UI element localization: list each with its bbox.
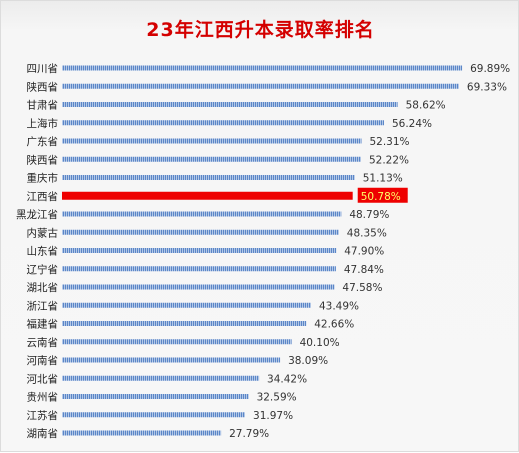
bar xyxy=(62,284,335,290)
category-label: 辽宁省 xyxy=(27,263,59,276)
value-label: 32.59% xyxy=(257,392,297,404)
bar xyxy=(62,412,245,418)
value-label: 69.89% xyxy=(470,63,510,75)
bar xyxy=(62,102,398,107)
bar xyxy=(62,229,339,235)
bar xyxy=(62,175,355,180)
value-label: 38.09% xyxy=(288,355,328,367)
value-label: 34.42% xyxy=(267,373,307,385)
category-label: 河北省 xyxy=(27,372,59,385)
value-label: 47.90% xyxy=(344,246,384,258)
category-label: 重庆市 xyxy=(27,172,59,185)
category-label: 江西省 xyxy=(27,190,59,203)
value-label: 40.10% xyxy=(300,337,340,349)
category-label: 上海市 xyxy=(27,117,59,130)
value-label: 42.66% xyxy=(314,319,354,331)
category-label: 福建省 xyxy=(27,318,59,331)
value-label: 58.62% xyxy=(406,100,446,112)
category-label: 四川省 xyxy=(27,62,59,75)
category-label: 浙江省 xyxy=(27,299,59,312)
category-label: 甘肃省 xyxy=(27,99,59,112)
value-label: 69.33% xyxy=(467,81,507,93)
category-label: 内蒙古 xyxy=(27,226,59,239)
bar xyxy=(62,430,222,436)
bar xyxy=(62,211,342,217)
value-label: 47.84% xyxy=(344,264,384,276)
chart-title: 23年江西升本录取率排名 xyxy=(146,19,375,41)
bar xyxy=(62,65,463,71)
value-label: 47.58% xyxy=(342,282,382,294)
bar xyxy=(62,357,281,363)
category-label: 黑龙江省 xyxy=(16,208,58,221)
value-label: 48.79% xyxy=(349,209,389,221)
bar xyxy=(62,394,249,399)
category-label: 湖北省 xyxy=(27,281,59,294)
bar xyxy=(62,321,307,326)
category-label: 广东省 xyxy=(27,135,59,148)
category-label: 贵州省 xyxy=(27,391,59,404)
bar xyxy=(62,248,337,253)
category-label: 山东省 xyxy=(27,245,59,258)
category-label: 陕西省 xyxy=(27,80,59,93)
value-label: 31.97% xyxy=(253,410,293,422)
value-label: 56.24% xyxy=(392,118,432,130)
value-label: 48.35% xyxy=(347,227,387,239)
category-label: 云南省 xyxy=(27,336,59,349)
value-label: 52.31% xyxy=(369,136,409,148)
category-label: 江苏省 xyxy=(27,409,59,422)
category-label: 陕西省 xyxy=(27,153,59,166)
bar xyxy=(62,120,384,126)
bar xyxy=(62,156,361,162)
bar xyxy=(62,83,459,89)
value-label: 51.13% xyxy=(363,173,403,185)
bar xyxy=(62,266,336,272)
highlight-label-background xyxy=(357,187,408,203)
bar xyxy=(62,302,311,308)
category-label: 湖南省 xyxy=(27,427,59,440)
bar xyxy=(62,375,260,381)
value-label: 50.78% xyxy=(361,191,401,203)
category-label: 河南省 xyxy=(27,354,59,367)
bar xyxy=(62,138,362,144)
highlight-bar xyxy=(62,191,353,200)
value-label: 43.49% xyxy=(319,300,359,312)
bar xyxy=(62,339,292,345)
value-label: 52.22% xyxy=(369,154,409,166)
value-label: 27.79% xyxy=(229,428,269,440)
